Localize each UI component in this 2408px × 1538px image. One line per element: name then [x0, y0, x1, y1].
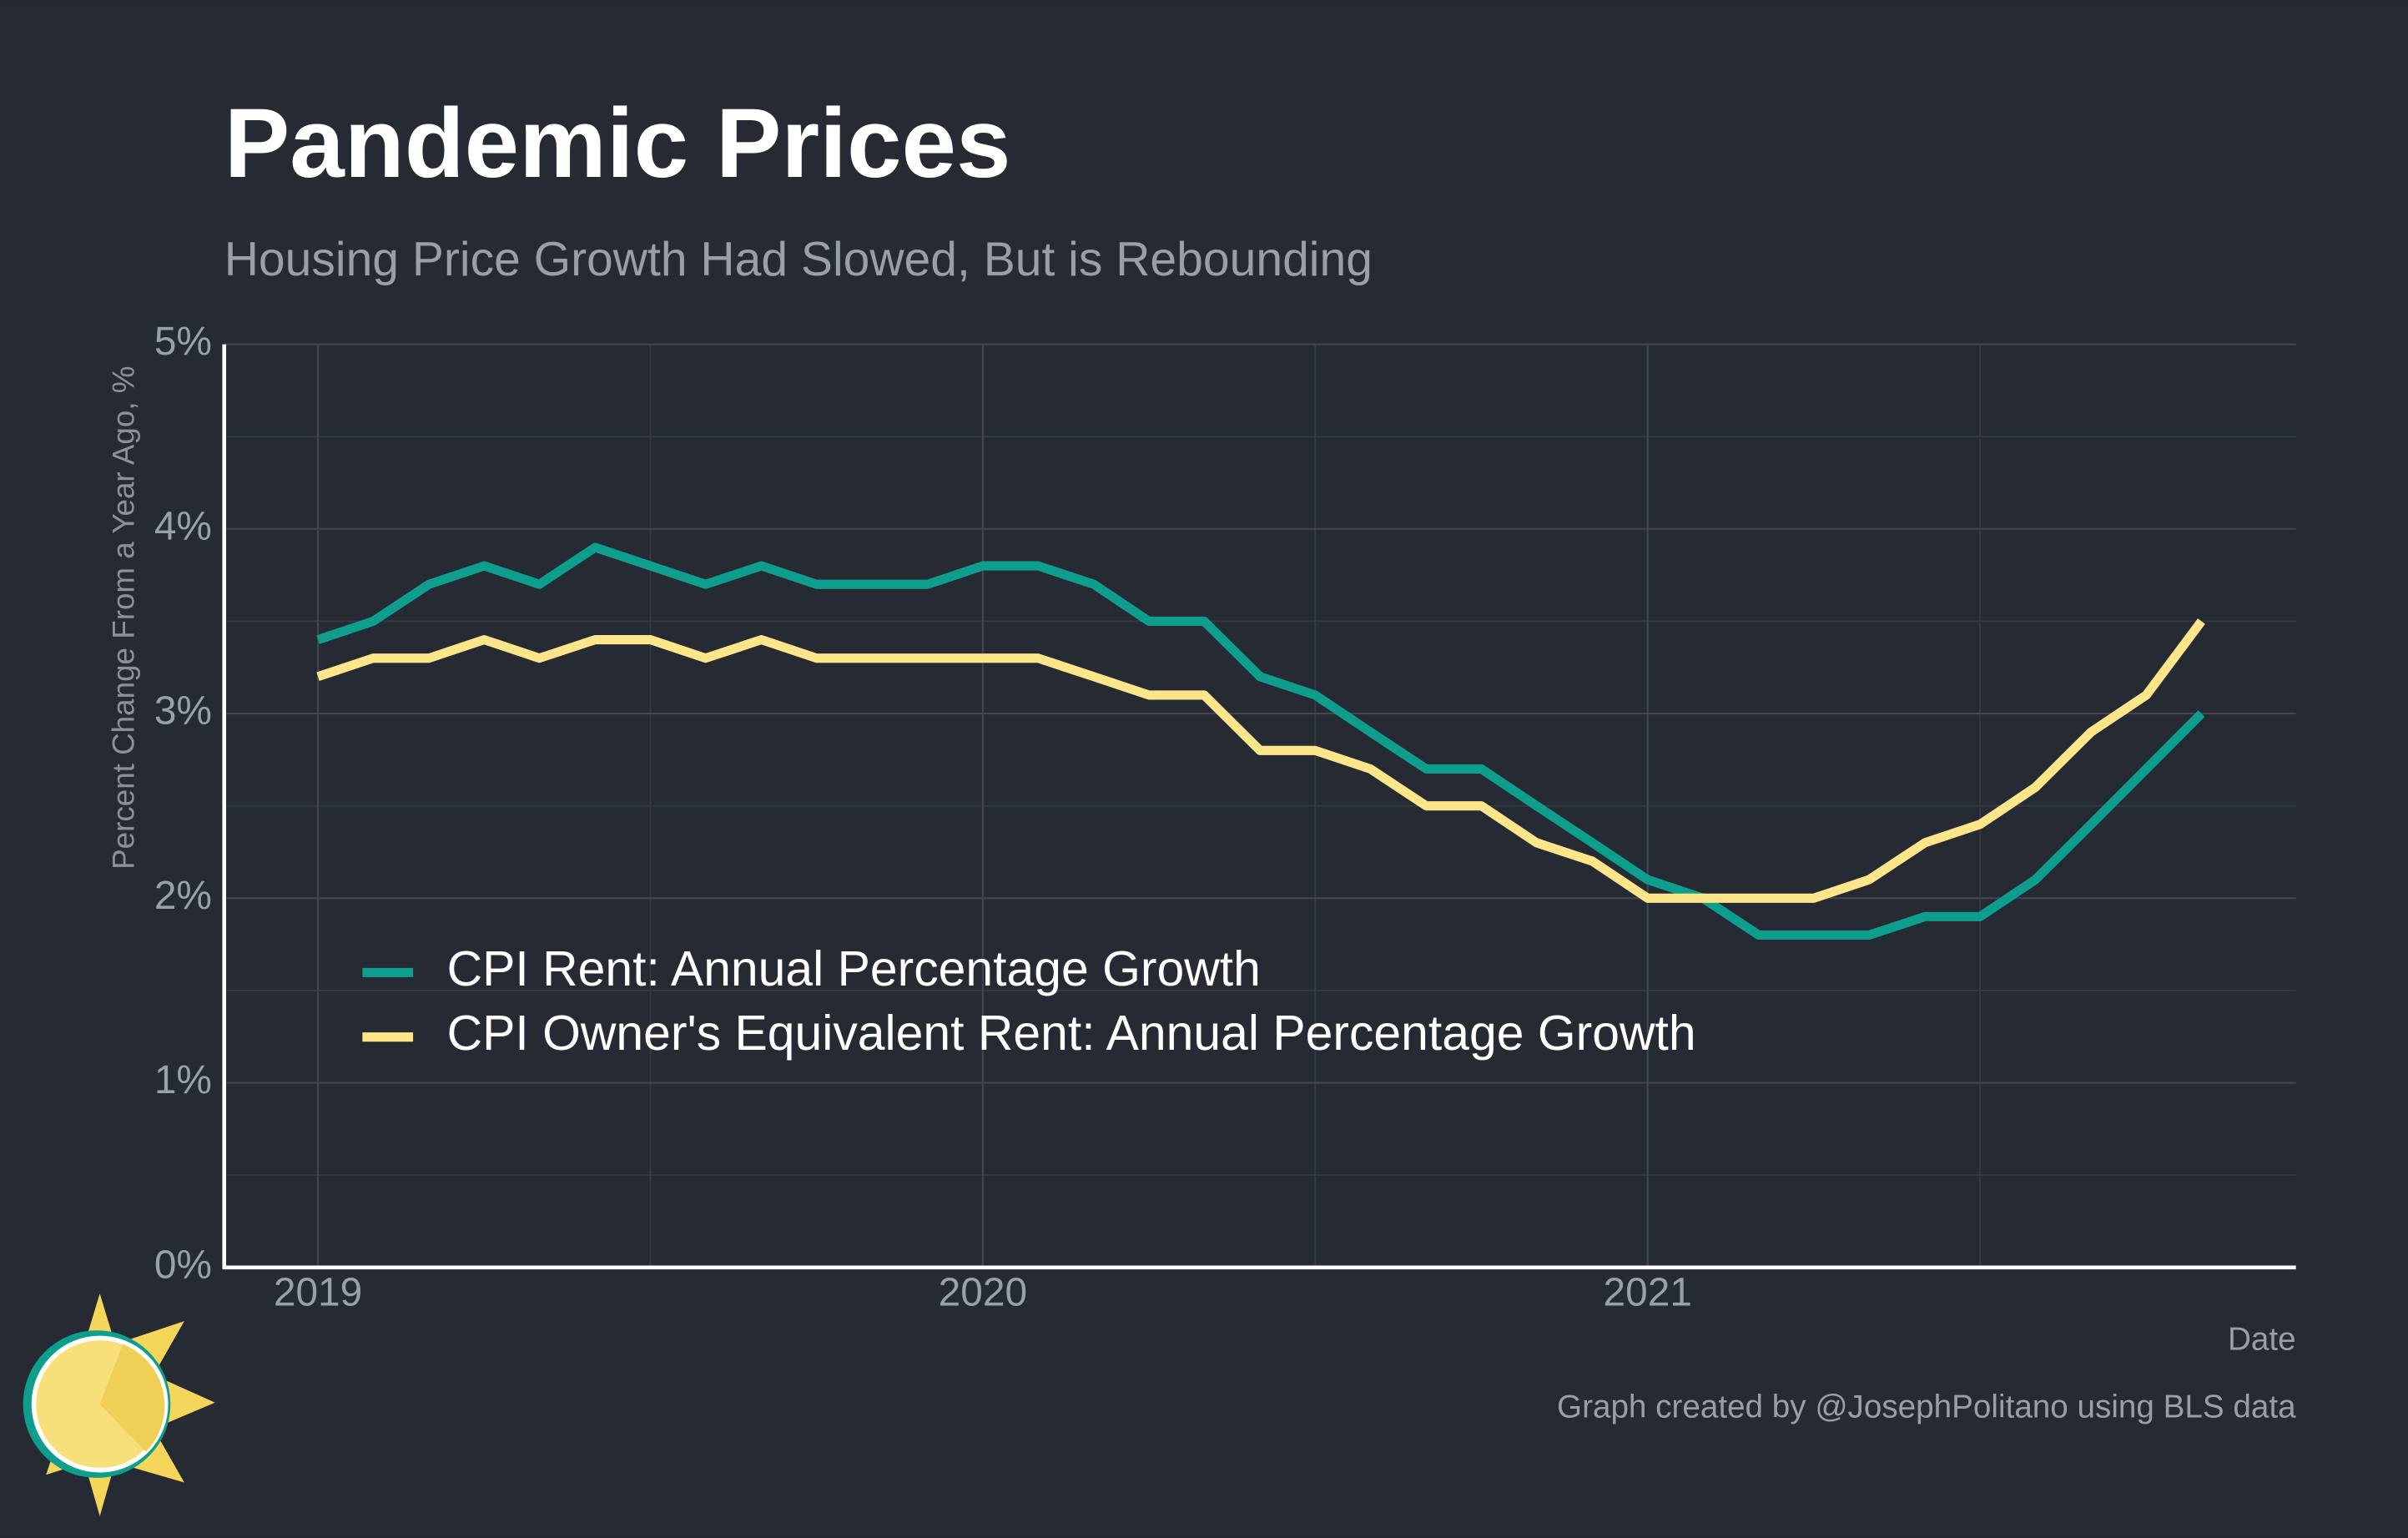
line-series: [316, 618, 2205, 903]
y-tick-label: 5%: [154, 320, 212, 364]
line-series: [316, 542, 2205, 940]
chart-title: Pandemic Prices: [224, 88, 1011, 198]
chart-subtitle: Housing Price Growth Had Slowed, But is …: [224, 233, 1373, 286]
y-axis-label: Percent Change From a Year Ago, %: [107, 366, 141, 869]
logo: [23, 1293, 215, 1516]
caption: Graph created by @JosephPolitano using B…: [1557, 1389, 2296, 1425]
x-tick-label: 2021: [1604, 1271, 1692, 1315]
legend-label: CPI Rent: Annual Percentage Growth: [447, 942, 1261, 996]
legend-label: CPI Owner's Equivalent Rent: Annual Perc…: [447, 1006, 1696, 1061]
y-tick-label: 1%: [154, 1058, 212, 1102]
y-tick-label: 4%: [154, 504, 212, 548]
x-tick-label: 2020: [939, 1271, 1027, 1315]
y-tick-label: 3%: [154, 689, 212, 734]
y-tick-label: 0%: [154, 1243, 212, 1287]
x-axis-label: Date: [2228, 1321, 2296, 1357]
y-tick-label: 2%: [154, 874, 212, 918]
x-tick-label: 2019: [274, 1271, 362, 1315]
